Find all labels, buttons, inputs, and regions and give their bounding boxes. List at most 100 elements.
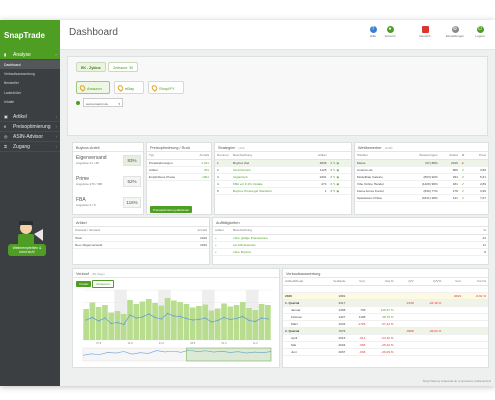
table-row[interactable]: Preisänderungen 1.441 [147,159,211,167]
table-row[interactable]: Neu / Eigenversand 2019 [73,241,209,249]
marketplace-shopify[interactable]: ShopIFY [148,81,184,94]
table-row[interactable]: März 1034 -1725 -37,43 % [283,320,488,328]
kpi-row: Eigenversand Angebote 41 / 48 83% [73,152,143,173]
logout-button[interactable]: ⏻ Logout [470,26,490,38]
table-row[interactable]: + am Mindestpreis 11 [213,241,488,249]
table-header-row: Händler Bewertungen Artikel Ø Preis [355,152,488,160]
table-row[interactable]: Januar 1358 736 118,97 % [283,306,488,314]
sales-chart[interactable]: 07.8 14.8 21.8 28.8 04.9 11.9 [73,286,279,367]
marketplace-amazon[interactable]: Amazon [76,81,110,94]
table-cell: 2067 [320,348,348,356]
table-row[interactable]: + ohne Buybox 8 [213,248,488,256]
table-cell: 8 [446,248,488,256]
tab-ek-zyklus[interactable]: EK - Zyklus [76,62,106,72]
table-row[interactable]: 2020 1981 -9821 -6,91 % [283,292,488,300]
table-cell: 5,31 [470,173,488,181]
table-row[interactable] [283,285,488,293]
toggle-rohgewinn[interactable]: Rohgewinn [92,280,115,288]
bar-umsatz [145,299,152,340]
table-cell: Fama Acces Kontor [355,187,405,195]
table-row[interactable]: 1 Buybox Ziel 4835 € ✎ ◉ [215,159,351,167]
table-row[interactable]: 2. Quartal 7076 -3988 -36,04 % [283,327,488,335]
table-row[interactable]: Februar 1427 1108 28,79 % [283,313,488,321]
column-header: Artikel/Monat [283,278,321,286]
account-button[interactable]: ● Account [380,26,400,38]
table-cell: Buybox Ziel [231,159,307,167]
chevron-right-icon: › [55,124,57,130]
table-row[interactable]: Amazon.de 806 ✔ 3,89 [355,166,488,174]
table-cell: Buybox Preisregel Standard [231,187,307,195]
table-row[interactable]: Fama Acces Kontor (840) 77% 178 ✔ 3,99 [355,187,488,195]
panel-count: (1/38) [384,145,393,150]
table-row[interactable]: Artikel 781 [147,166,211,174]
marketplace-label: ShopIFY [159,86,175,91]
table-cell: 806 [439,166,460,174]
table-row[interactable]: Total 2019 [73,234,209,242]
nav-asin-advisor[interactable]: ◎ ASIN-Advisor › [0,132,60,143]
table-cell [443,334,464,342]
marketplace-label: Amazon [87,86,102,91]
marketplace-ebay[interactable]: eBay [114,81,144,94]
table-row[interactable]: 4 FBA vor 0.1% Update 474 € ✎ ◉ [215,180,351,188]
table-cell: 2. Quartal [283,327,321,335]
toggle-umsatz[interactable]: Umsatz [76,281,92,287]
chevron-right-icon: › [55,114,57,120]
nav-sub-slowmovers[interactable]: Ladenhüter [4,90,22,95]
table-row[interactable]: Juni 2067 -848 -29,09 % [283,348,488,356]
plus-icon[interactable]: + [213,248,231,256]
bar-umsatz [221,303,227,340]
app-logo[interactable]: SnapTrade [0,20,60,50]
store-select[interactable]: www.amazon.de ▾ [83,98,123,107]
account-label: Account [384,34,396,38]
table-row[interactable]: 5 Buybox Preisregel Standard 1 € ✎ ◉ [215,187,351,195]
table-row[interactable]: Mai 2004 -683 -25,42 % [283,341,488,349]
referral-promo[interactable]: Weiterempfehlen & lohnt sich! [6,220,46,264]
x-tick-label: 07.8 [96,341,102,345]
table-row[interactable]: Modellbau Calvaro (863) 92% 294 ✔ 5,31 [355,173,488,181]
table-cell [395,285,416,293]
nav-preisoptimierung[interactable]: € Preisoptimierung › [0,122,60,133]
nav-sub-dashboard[interactable]: Dashboard [0,60,60,70]
table-row[interactable]: + ohne gültige Preisspanne 44 [213,234,488,242]
nav-sub-bestseller[interactable]: Bestseller [4,81,19,86]
plus-icon[interactable]: + [213,241,231,249]
table-cell: Total [73,234,168,242]
column-header: Typ [147,152,192,160]
table-row[interactable]: April 2016 -613 -23,32 % [283,334,488,342]
table-cell: 4835 [306,159,329,167]
bar-umsatz [158,305,165,340]
column-header: Artikel [213,227,231,235]
table-row[interactable]: 3 Gigantisch 2301 € ✎ ◉ [215,173,351,181]
table-row[interactable]: Vibe Online Handel (1409) 96% 181 ✔ 2,89 [355,180,488,188]
point-rohgewinn [173,315,175,317]
bar-umsatz [152,303,158,340]
check-icon: ✔ [459,194,471,202]
row-actions-icon[interactable]: € ✎ ◉ [328,159,351,167]
help-button[interactable]: ? Hilfe [363,26,383,38]
nav-zugang[interactable]: ⚿ Zugang › [0,142,60,153]
table-cell [415,285,444,293]
settings-button[interactable]: ⚙ Einstellungen [445,26,465,38]
nav-sub-sales[interactable]: Verkaufsauswertung [4,71,35,76]
nav-sub-content[interactable]: Inhalte [4,99,15,104]
nav-artikel[interactable]: ▣ Artikel › [0,112,60,123]
plus-icon[interactable]: + [213,234,231,242]
nav-analyse[interactable]: ▮ Analyse ▾ [0,50,60,60]
table-cell: 178 [439,187,460,195]
language-button[interactable]: Deutsch [415,26,435,38]
tab-zeitraum[interactable]: Zeitraum: 30 [108,62,139,72]
row-actions-icon[interactable]: € ✎ ◉ [328,173,351,181]
row-actions-icon[interactable]: € ✎ ◉ [328,166,351,174]
table-row[interactable]: 2 Gleichziehen 1125 € ✎ ◉ [215,166,351,174]
kpi-label: Eigenversand [76,155,107,161]
x-tick-label: 11.9 [253,341,258,345]
table-row[interactable]: Meine (97) 88% 2016 ● [355,159,488,167]
table-row[interactable]: Empfohlene Preise 1001 [147,173,211,181]
activate-pricing-button[interactable]: Preisoptimierung aktivieren [150,206,193,213]
table-row[interactable]: Spielwaren Online (3341) 95% 141 ✔ 7,07 [355,194,488,202]
row-actions-icon[interactable]: € ✎ ◉ [328,180,351,188]
row-actions-icon[interactable]: € ✎ ◉ [328,187,351,195]
line-rohgewinn [85,313,268,325]
point-rohgewinn [198,318,200,321]
table-row[interactable]: 1. Quartal 3317 -1538 -26,18 % [283,299,488,307]
